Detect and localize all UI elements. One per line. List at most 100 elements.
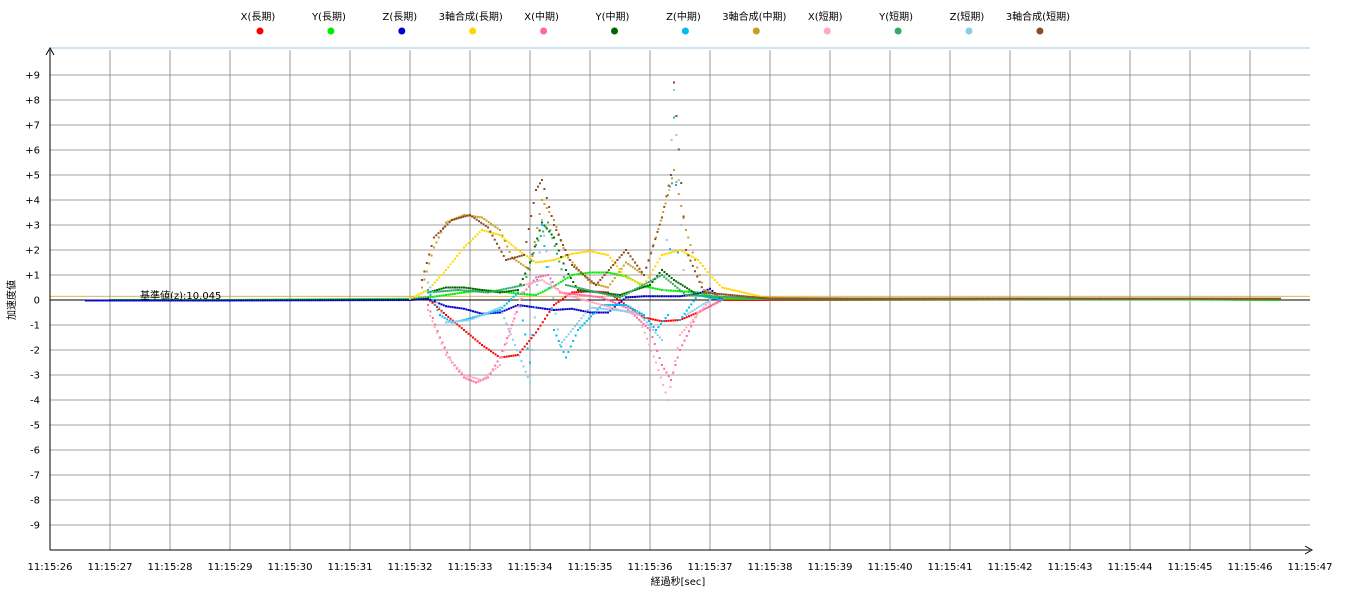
data-point — [966, 297, 969, 300]
data-point — [649, 286, 652, 289]
data-point — [675, 115, 678, 117]
data-point — [577, 251, 580, 254]
data-point — [702, 303, 705, 306]
data-point — [98, 299, 101, 302]
data-point — [541, 290, 544, 293]
data-point — [518, 255, 521, 258]
data-point — [877, 297, 880, 300]
data-point — [608, 306, 611, 309]
data-point — [980, 297, 983, 300]
data-point — [755, 294, 758, 297]
data-point — [901, 297, 904, 300]
data-point — [607, 269, 610, 271]
data-point — [441, 315, 444, 318]
data-point — [658, 336, 661, 339]
data-point — [988, 297, 991, 300]
data-point — [558, 260, 561, 263]
data-point — [683, 329, 686, 331]
data-point — [531, 334, 534, 336]
data-point — [640, 320, 643, 323]
data-point — [1125, 297, 1128, 300]
data-point — [533, 241, 536, 243]
data-point — [683, 312, 686, 315]
data-point — [535, 306, 537, 309]
data-point — [479, 379, 482, 382]
data-point — [635, 316, 638, 319]
data-point — [642, 322, 645, 325]
data-point — [700, 294, 703, 297]
data-point — [602, 253, 605, 256]
x-tick-label: 11:15:29 — [208, 562, 253, 573]
data-point — [464, 319, 467, 322]
legend-marker — [1036, 27, 1044, 35]
data-point — [630, 310, 633, 313]
data-point — [554, 287, 557, 290]
data-point — [530, 305, 533, 308]
data-point — [611, 307, 614, 310]
data-point — [458, 252, 461, 255]
y-tick-label: 0 — [34, 296, 40, 307]
data-point — [659, 323, 662, 325]
data-point — [640, 283, 643, 286]
data-point — [465, 244, 468, 247]
data-point — [534, 280, 537, 283]
data-point — [640, 286, 643, 289]
data-point — [536, 237, 539, 240]
data-point — [573, 291, 576, 294]
data-point — [699, 262, 702, 264]
data-point — [476, 290, 479, 293]
data-point — [572, 293, 575, 296]
data-point — [628, 310, 631, 313]
data-point — [673, 116, 675, 119]
data-point — [689, 259, 692, 262]
data-point — [1015, 297, 1018, 300]
data-point — [898, 297, 901, 300]
data-point — [460, 371, 463, 374]
data-point — [600, 284, 603, 287]
data-point — [740, 299, 743, 301]
data-point — [369, 299, 372, 302]
data-point — [126, 299, 129, 302]
data-point — [711, 276, 714, 279]
data-point — [665, 273, 668, 275]
data-point — [389, 297, 392, 300]
data-point — [993, 297, 996, 300]
data-point — [492, 224, 495, 227]
data-point — [914, 297, 917, 300]
data-point — [676, 286, 679, 289]
data-point — [589, 300, 591, 303]
data-point — [694, 257, 697, 260]
data-point — [538, 229, 541, 232]
data-point — [1077, 297, 1080, 300]
data-point — [727, 299, 730, 301]
data-point — [572, 281, 575, 283]
data-point — [863, 297, 866, 300]
data-point — [573, 286, 576, 288]
data-point — [701, 292, 704, 295]
data-point — [343, 299, 346, 302]
data-point — [671, 373, 674, 375]
data-point — [159, 299, 162, 302]
data-point — [518, 354, 521, 357]
data-point — [546, 308, 549, 311]
data-point — [490, 350, 492, 353]
data-point — [521, 319, 524, 322]
data-point — [716, 301, 719, 304]
data-point — [652, 244, 655, 246]
data-point — [478, 312, 481, 315]
data-point — [544, 307, 546, 310]
data-point — [482, 223, 485, 226]
data-point — [694, 292, 697, 295]
data-point — [475, 381, 477, 384]
data-point — [523, 254, 525, 256]
data-point — [496, 365, 499, 368]
data-point — [356, 298, 359, 301]
x-tick-label: 11:15:47 — [1288, 562, 1333, 573]
data-point — [351, 299, 354, 302]
data-point — [559, 239, 562, 241]
data-point — [510, 306, 513, 309]
data-point — [604, 291, 607, 294]
data-point — [545, 207, 548, 209]
data-point — [553, 224, 555, 226]
data-point — [157, 299, 159, 302]
